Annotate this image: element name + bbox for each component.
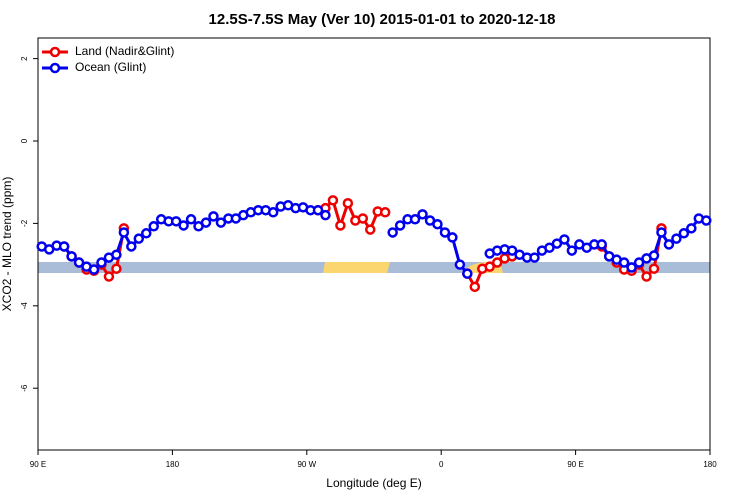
data-point	[66, 251, 77, 262]
series-line	[317, 197, 386, 233]
data-point	[551, 238, 563, 249]
data-point	[96, 257, 107, 268]
data-point	[596, 239, 607, 250]
data-point	[312, 204, 324, 216]
data-point	[701, 215, 712, 226]
data-point	[342, 197, 354, 209]
plot-frame	[37, 37, 711, 451]
data-point	[417, 209, 428, 220]
data-point	[200, 217, 212, 228]
y-tick-label: -2	[20, 219, 29, 227]
data-point	[73, 257, 85, 268]
data-point	[454, 259, 466, 270]
data-point	[208, 211, 219, 222]
y-axis-label: XCO2 - MLO trend (ppm)	[0, 177, 14, 312]
x-axis-label: Longitude (deg E)	[326, 476, 421, 490]
data-point	[320, 209, 331, 221]
data-point	[566, 245, 578, 256]
data-point	[626, 262, 637, 273]
y-tick-label: -6	[20, 384, 29, 392]
data-point	[648, 263, 660, 274]
data-point	[215, 217, 227, 228]
x-tick-label: 180	[703, 460, 717, 469]
legend-marker	[49, 62, 61, 74]
data-point	[618, 257, 630, 268]
data-point	[170, 216, 182, 227]
data-point	[88, 264, 100, 275]
data-point	[529, 252, 540, 263]
data-point	[559, 234, 570, 245]
data-point	[133, 233, 145, 244]
data-point	[484, 261, 495, 272]
data-point	[641, 271, 652, 282]
data-point	[678, 228, 690, 239]
data-point	[447, 232, 458, 243]
data-point	[126, 241, 137, 252]
x-tick-label: 90 W	[297, 460, 316, 469]
data-point	[111, 249, 122, 260]
x-tick-label: 90 E	[567, 460, 583, 469]
data-point	[439, 227, 451, 238]
data-point	[462, 268, 473, 279]
legend-label: Land (Nadir&Glint)	[75, 44, 174, 58]
data-point	[432, 218, 443, 230]
data-point	[357, 213, 369, 224]
x-tick-label: 0	[439, 460, 444, 469]
y-tick-label: 2	[20, 56, 29, 61]
data-point	[491, 257, 503, 268]
data-point	[185, 214, 197, 225]
data-point	[141, 228, 152, 239]
y-tick-label: -4	[20, 302, 29, 310]
data-point	[671, 233, 682, 244]
data-point	[379, 207, 391, 218]
y-tick-label: 0	[20, 138, 29, 143]
data-point	[365, 224, 376, 235]
series-line	[41, 203, 327, 272]
legend-marker	[49, 46, 61, 58]
data-point	[267, 207, 279, 218]
chart-title: 12.5S-7.5S May (Ver 10) 2015-01-01 to 20…	[209, 11, 556, 28]
land-strip	[323, 262, 390, 273]
data-point	[118, 227, 130, 238]
data-point	[394, 220, 406, 231]
data-point	[327, 195, 339, 206]
data-point	[335, 220, 346, 231]
x-tick-label: 90 E	[30, 460, 46, 469]
data-point	[656, 227, 667, 238]
data-point	[409, 214, 421, 225]
legend-label: Ocean (Glint)	[75, 60, 146, 74]
data-point	[633, 257, 645, 268]
data-point	[58, 241, 70, 252]
data-point	[469, 281, 481, 293]
data-point	[387, 227, 398, 238]
x-tick-label: 180	[166, 460, 180, 469]
data-point	[148, 221, 159, 232]
data-point	[506, 245, 518, 256]
data-point	[111, 263, 122, 274]
data-point	[663, 239, 675, 250]
data-point	[544, 242, 555, 253]
data-point	[686, 223, 697, 234]
data-point	[178, 220, 189, 231]
data-point	[103, 271, 115, 282]
data-point	[648, 250, 660, 261]
